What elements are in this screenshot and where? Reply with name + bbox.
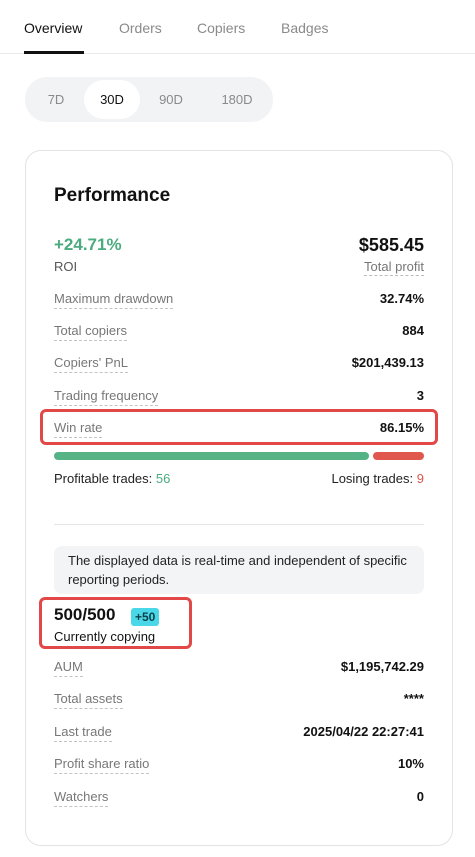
realtime-notice: The displayed data is real-time and inde… [54,546,424,594]
copying-badge: +50 [131,608,160,626]
last-trade-value: 2025/04/22 22:27:41 [303,724,424,739]
last-trade-label[interactable]: Last trade [54,724,112,742]
copying-label: Currently copying [54,629,156,644]
max-drawdown-label[interactable]: Maximum drawdown [54,291,174,309]
trading-frequency-label[interactable]: Trading frequency [54,388,159,406]
aum-value: $1,195,742.29 [340,659,424,674]
trading-frequency-value: 3 [416,388,424,403]
period-30d[interactable]: 30D [84,80,140,119]
total-profit-label[interactable]: Total profit [364,259,424,276]
profitable-trades: Profitable trades: 56 [54,471,170,486]
total-assets-label[interactable]: Total assets [54,691,123,709]
copying-count: 500/500 [54,605,116,624]
total-copiers-value: 884 [402,323,424,338]
performance-title: Performance [54,185,171,206]
tab-orders[interactable]: Orders [119,20,162,36]
tab-copiers[interactable]: Copiers [197,20,246,36]
profit-share-ratio-value: 10% [397,756,424,771]
profitable-trades-count: 56 [155,471,171,486]
section-divider [54,524,424,525]
profit-share-ratio-label[interactable]: Profit share ratio [54,756,150,774]
win-rate-value: 86.15% [379,420,424,435]
tab-overview[interactable]: Overview [24,20,83,36]
watchers-label[interactable]: Watchers [54,789,109,807]
performance-card: Performance +24.71% ROI $585.45 Total pr… [25,150,453,846]
profitable-trades-label: Profitable trades: [54,471,153,486]
period-7d[interactable]: 7D [47,92,65,107]
active-tab-indicator [24,51,84,54]
watchers-value: 0 [416,789,424,804]
total-profit-value: $585.45 [358,235,424,255]
roi-value: +24.71% [54,235,122,254]
copiers-pnl-value: $201,439.13 [351,355,424,370]
losing-trades-label: Losing trades: [331,471,414,486]
total-copiers-label[interactable]: Total copiers [54,323,127,341]
aum-label[interactable]: AUM [54,659,83,677]
period-90d[interactable]: 90D [159,92,183,107]
max-drawdown-value: 32.74% [379,291,424,306]
period-180d[interactable]: 180D [221,92,253,107]
roi-label: ROI [54,259,78,274]
losing-trades: Losing trades: 9 [331,471,424,486]
total-assets-value: **** [403,691,424,706]
tab-bar: Overview Orders Copiers Badges [0,0,475,54]
tab-badges[interactable]: Badges [281,20,329,36]
losing-trades-count: 9 [416,471,424,486]
win-rate-label[interactable]: Win rate [54,420,103,438]
win-rate-bar-losing [373,452,424,460]
win-rate-bar-profitable [54,452,369,460]
copiers-pnl-label[interactable]: Copiers' PnL [54,355,129,373]
period-selector: 7D 30D 90D 180D [25,77,273,122]
